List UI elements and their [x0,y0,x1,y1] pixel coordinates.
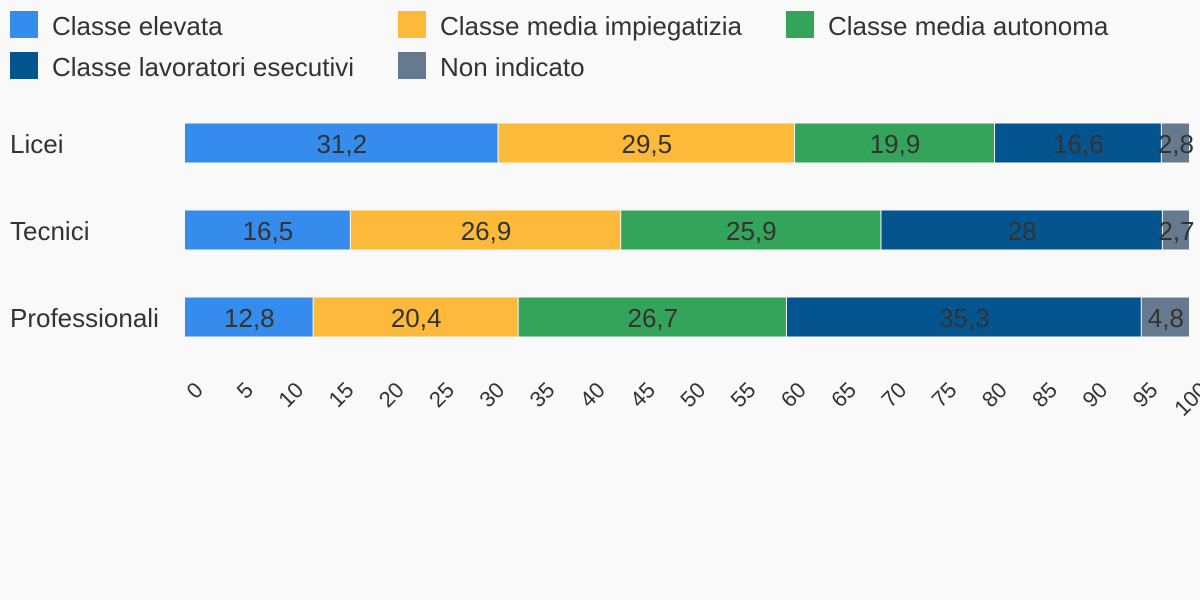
x-tick-label: 75 [927,377,962,412]
x-tick-label: 25 [424,377,459,412]
data-label: 26,9 [461,216,512,246]
legend-swatch [10,52,38,79]
bar-segment [185,123,498,163]
x-tick-label: 65 [826,377,861,412]
legend-label: Classe media impiegatizia [440,11,743,41]
bar-segment [185,297,313,337]
data-label: 26,7 [628,303,679,333]
x-tick-label: 30 [474,377,509,412]
data-label: 2,8 [1158,129,1194,159]
data-label: 12,8 [224,303,275,333]
x-tick-label: 40 [575,377,610,412]
data-label: 4,8 [1148,303,1184,333]
bar-segment [795,123,995,163]
x-tick-label: 55 [726,377,761,412]
data-label: 28 [1008,216,1037,246]
data-label: 16,6 [1053,129,1104,159]
data-label: 25,9 [726,216,777,246]
chart-legend: Classe elevata Classe media impiegatizia… [0,0,1200,90]
x-tick-label: 60 [776,377,811,412]
data-label: 2,7 [1158,216,1194,246]
x-tick-label: 20 [374,377,409,412]
data-label: 20,4 [391,303,442,333]
data-label: 16,5 [243,216,294,246]
x-tick-label: 0 [182,377,208,403]
x-tick-label: 85 [1027,377,1062,412]
bar-segment [1162,210,1189,250]
data-label: 31,2 [316,129,367,159]
bar-segment [185,210,350,250]
legend-label: Classe lavoratori esecutivi [52,52,355,82]
x-tick-label: 95 [1128,377,1163,412]
bar-segment [1161,123,1189,163]
category-label: Tecnici [10,216,89,246]
data-label: 35,3 [939,303,990,333]
bar-segment [1141,297,1189,337]
category-label: Professionali [10,303,159,333]
x-tick-label: 90 [1077,377,1112,412]
legend-label: Classe media autonoma [828,11,1109,41]
data-label: 19,9 [870,129,921,159]
x-tick-label: 50 [675,377,710,412]
bar-segment [621,210,881,250]
bar-segment [498,123,795,163]
bar-segment [995,123,1161,163]
bar-segment [786,297,1141,337]
x-tick-label: 80 [977,377,1012,412]
data-label: 29,5 [621,129,672,159]
x-tick-label: 15 [324,377,359,412]
legend-swatch [786,11,814,38]
category-label: Licei [10,129,63,159]
legend-swatch [10,11,38,38]
bar-segment [881,210,1162,250]
x-tick-label: 5 [232,377,258,403]
x-tick-label: 35 [525,377,560,412]
legend-label: Non indicato [440,52,585,82]
x-tick-label: 100 [1169,377,1200,421]
x-tick-label: 45 [625,377,660,412]
x-tick-label: 70 [876,377,911,412]
bar-segment [313,297,518,337]
legend-swatch [398,11,426,38]
bar-segment [518,297,786,337]
legend-label: Classe elevata [52,11,223,41]
legend-swatch [398,52,426,79]
bar-segment [350,210,621,250]
x-tick-label: 10 [273,377,308,412]
